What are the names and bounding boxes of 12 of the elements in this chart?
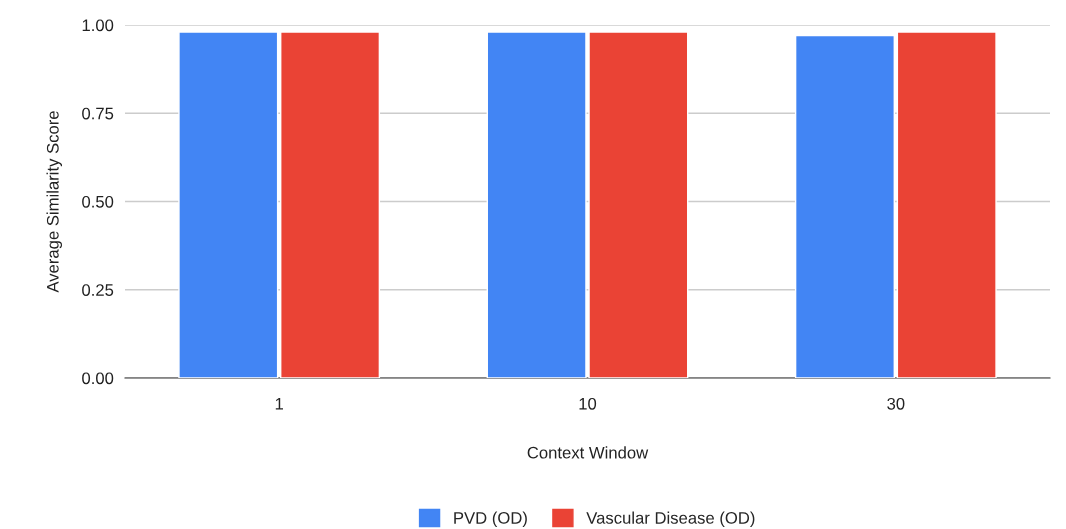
legend-label: Vascular Disease (OD) [586,511,755,528]
y-axis-title: Average Similarity Score [46,111,63,293]
x-axis-title: Context Window [527,446,649,459]
y-tick-label: 1.00 [82,19,114,32]
y-tick-label: 0.00 [82,372,114,385]
y-tick-label: 0.50 [82,195,114,208]
x-tick-label: 30 [887,397,905,410]
x-tick-label: 10 [579,397,597,410]
y-tick-label: 0.75 [82,107,114,120]
y-tick-label: 0.25 [82,284,114,296]
x-tick-label: 1 [275,398,283,410]
legend-label: PVD (OD) [454,511,527,528]
